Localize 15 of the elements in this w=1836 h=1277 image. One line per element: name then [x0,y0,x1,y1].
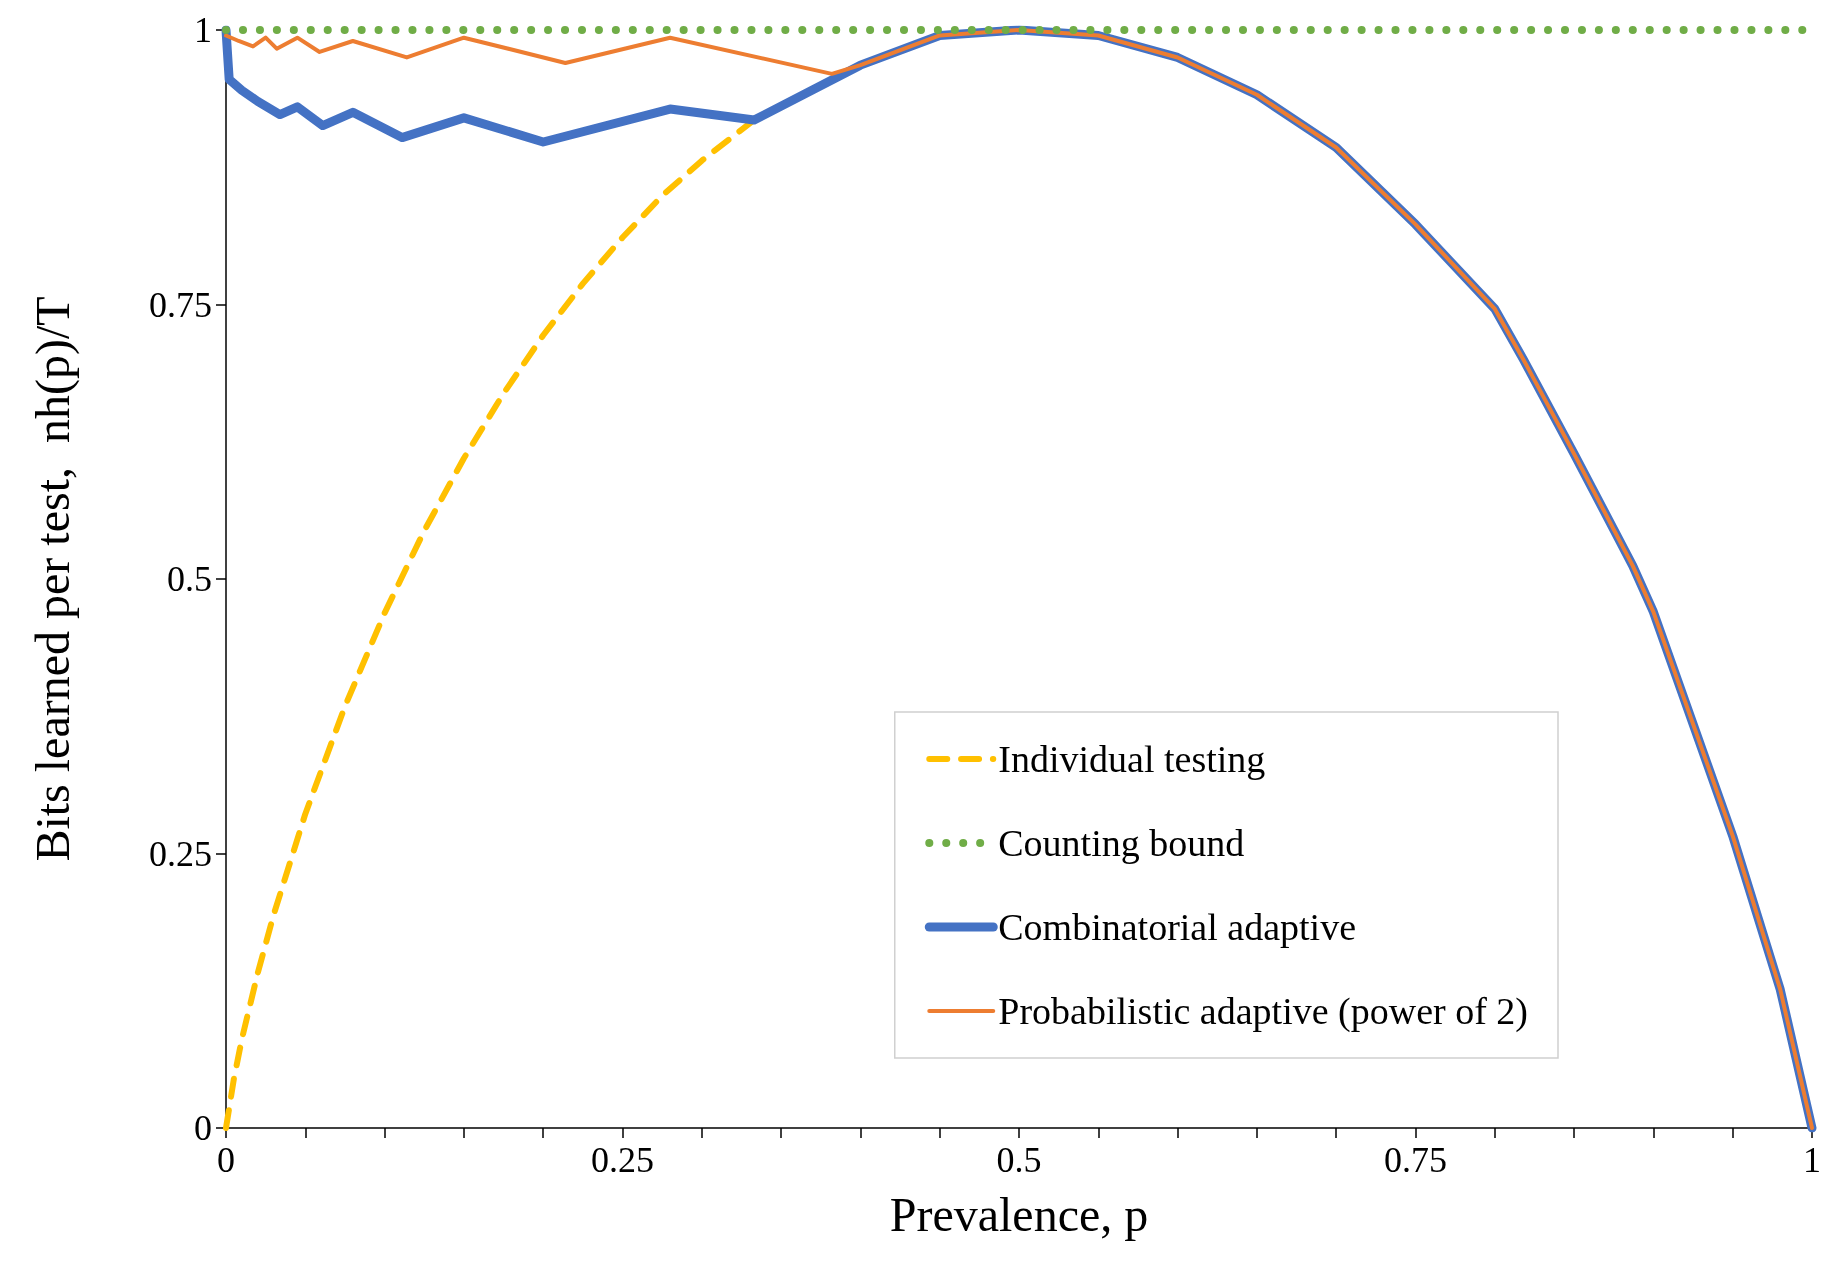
y-tick-label: 1 [194,10,212,50]
legend-label: Counting bound [998,822,1245,864]
legend-label: Individual testing [998,738,1266,780]
x-tick-label: 0.75 [1384,1140,1447,1180]
x-tick-label: 0.25 [591,1140,654,1180]
y-axis-title: Bits learned per test, nh(p)/T [25,296,80,862]
x-tick-label: 0.5 [996,1140,1042,1180]
x-tick-label: 1 [1803,1140,1821,1180]
legend-label: Combinatorial adaptive [998,906,1356,948]
y-tick-label: 0.5 [167,559,212,599]
y-tick-label: 0.25 [149,833,212,874]
x-axis-title: Prevalence, p [889,1187,1149,1241]
y-tick-label: 0.75 [149,284,212,325]
y-tick-label: 0 [194,1108,212,1148]
legend-label: Probabilistic adaptive (power of 2) [998,990,1529,1033]
